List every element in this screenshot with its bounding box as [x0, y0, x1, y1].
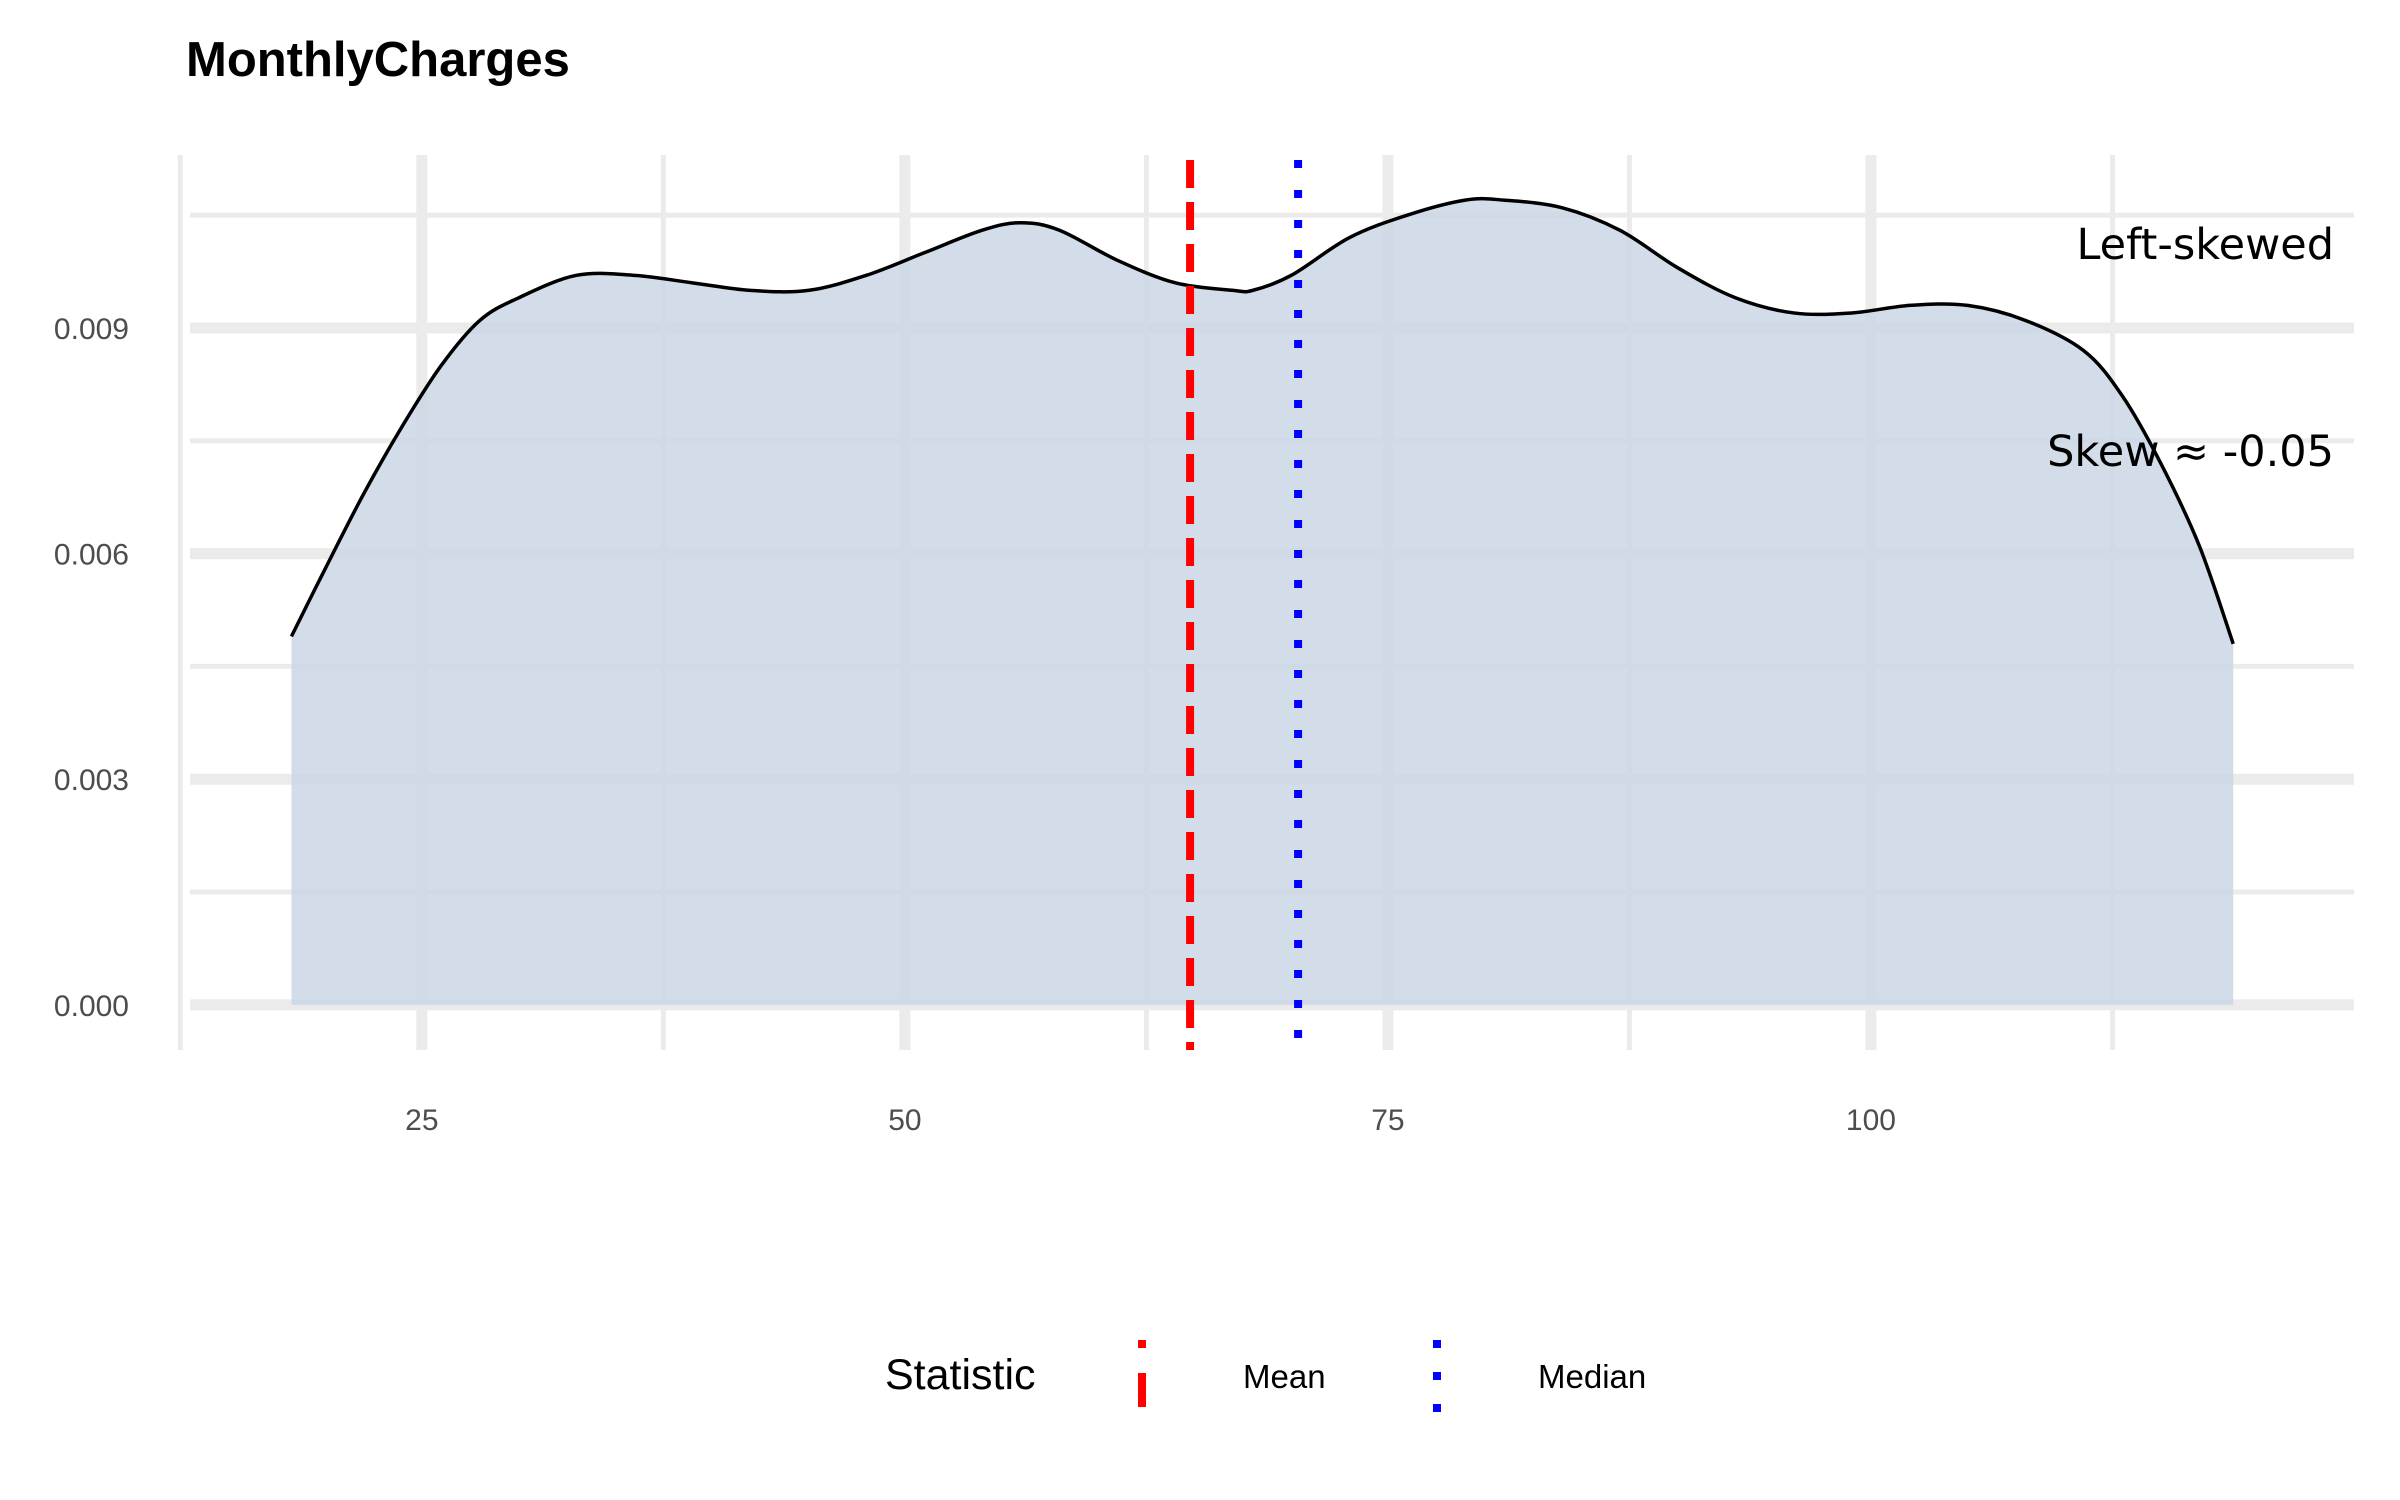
y-axis-ticks: 0.000 0.003 0.006 0.009 — [54, 313, 129, 1023]
y-tick-label: 0.003 — [54, 764, 129, 797]
skew-value-annotation: Skew ≈ -0.05 — [2047, 427, 2334, 477]
x-tick-label: 100 — [1846, 1104, 1896, 1137]
y-tick-label: 0.006 — [54, 539, 129, 572]
x-tick-label: 25 — [405, 1104, 438, 1137]
chart-title: MonthlyCharges — [186, 33, 570, 87]
legend-mean-label: Mean — [1243, 1358, 1326, 1395]
x-axis-ticks: 25 50 75 100 — [405, 1104, 1896, 1137]
legend-title: Statistic — [885, 1351, 1036, 1399]
y-tick-label: 0.000 — [54, 990, 129, 1023]
legend-median-label: Median — [1538, 1358, 1646, 1395]
density-line — [289, 196, 2235, 645]
legend: Statistic Mean Median — [885, 1340, 1646, 1414]
x-tick-label: 75 — [1371, 1104, 1404, 1137]
x-tick-label: 50 — [888, 1104, 921, 1137]
y-tick-label: 0.009 — [54, 313, 129, 346]
plot-panel — [177, 155, 2354, 1050]
skew-direction-annotation: Left-skewed — [2076, 220, 2334, 270]
density-area — [291, 198, 2234, 1005]
